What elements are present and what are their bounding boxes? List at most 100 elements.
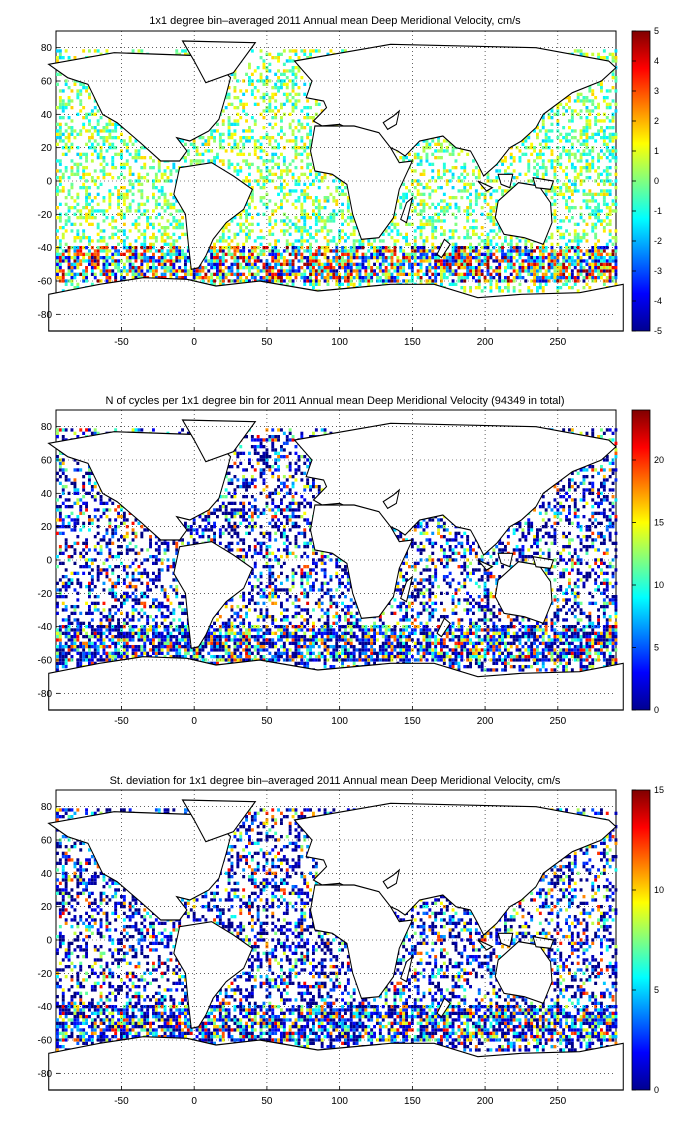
heatmap-cell	[425, 269, 429, 273]
heatmap-cell	[230, 269, 234, 273]
heatmap-cell	[152, 196, 155, 200]
heatmap-cell	[181, 232, 184, 236]
heatmap-cell	[602, 259, 606, 263]
heatmap-cell	[419, 156, 423, 160]
heatmap-cell	[154, 172, 158, 176]
heatmap-cell	[541, 286, 545, 290]
heatmap-cell	[79, 109, 83, 113]
heatmap-cell	[248, 202, 251, 206]
heatmap-cell	[181, 249, 184, 253]
heatmap-cell	[410, 199, 414, 203]
heatmap-cell	[440, 206, 443, 210]
heatmap-cell	[448, 272, 452, 276]
heatmap-cell	[288, 122, 292, 126]
heatmap-cell	[172, 266, 176, 270]
heatmap-cell	[102, 219, 106, 223]
heatmap-cell	[396, 256, 400, 260]
heatmap-cell	[213, 272, 216, 276]
heatmap-cell	[250, 136, 254, 140]
heatmap-cell	[140, 182, 144, 186]
heatmap-cell	[463, 226, 467, 230]
heatmap-cell	[210, 249, 214, 253]
heatmap-cell	[274, 172, 278, 176]
heatmap-cell	[111, 159, 115, 163]
heatmap-cell	[85, 219, 88, 223]
heatmap-cell	[172, 269, 176, 273]
heatmap-cell	[149, 242, 152, 246]
heatmap-cell	[352, 269, 356, 273]
heatmap-cell	[70, 106, 74, 110]
heatmap-cell	[70, 142, 74, 146]
heatmap-cell	[70, 169, 74, 173]
heatmap-cell	[469, 269, 472, 273]
heatmap-cell	[466, 236, 470, 240]
heatmap-cell	[70, 129, 74, 133]
heatmap-cell	[227, 222, 231, 226]
heatmap-cell	[466, 172, 470, 176]
heatmap-cell	[489, 192, 493, 196]
heatmap-cell	[306, 266, 310, 270]
heatmap-cell	[448, 152, 452, 156]
heatmap-cell	[79, 102, 83, 106]
heatmap-cell	[338, 272, 342, 276]
heatmap-cell	[582, 129, 586, 133]
heatmap-cell	[349, 266, 353, 270]
heatmap-cell	[160, 172, 164, 176]
heatmap-cell	[262, 182, 266, 186]
heatmap-cell	[527, 239, 531, 243]
heatmap-cell	[344, 249, 347, 253]
heatmap-cell	[280, 189, 283, 193]
heatmap-cell	[58, 139, 62, 143]
heatmap-cell	[477, 269, 481, 273]
heatmap-cell	[236, 246, 240, 250]
heatmap-cell	[210, 136, 214, 140]
heatmap-cell	[402, 269, 406, 273]
heatmap-cell	[120, 212, 123, 216]
heatmap-cell	[163, 269, 167, 273]
heatmap-cell	[146, 262, 150, 266]
heatmap-cell	[265, 269, 269, 273]
heatmap-cell	[448, 282, 452, 286]
heatmap-cell	[172, 216, 176, 220]
heatmap-cell	[61, 256, 65, 260]
heatmap-cell	[553, 276, 557, 280]
heatmap-cell	[90, 209, 94, 213]
heatmap-cell	[303, 282, 307, 286]
heatmap-cell	[218, 236, 222, 240]
heatmap-cell	[492, 229, 496, 233]
heatmap-cell	[506, 282, 510, 286]
heatmap-cell	[186, 152, 190, 156]
heatmap-cell	[524, 266, 528, 270]
heatmap-cell	[67, 102, 71, 106]
heatmap-cell	[282, 162, 286, 166]
heatmap-cell	[413, 239, 417, 243]
heatmap-cell	[67, 272, 71, 276]
heatmap-cell	[93, 179, 97, 183]
heatmap-cell	[393, 226, 397, 230]
heatmap-cell	[233, 166, 237, 170]
heatmap-cell	[102, 136, 106, 140]
heatmap-cell	[122, 222, 126, 226]
heatmap-cell	[152, 259, 155, 263]
heatmap-cell	[614, 269, 618, 273]
heatmap-cell	[309, 279, 312, 283]
heatmap-cell	[134, 269, 138, 273]
heatmap-cell	[614, 239, 618, 243]
heatmap-cell	[568, 156, 571, 160]
heatmap-cell	[166, 236, 170, 240]
heatmap-cell	[76, 216, 80, 220]
heatmap-cell	[76, 169, 80, 173]
heatmap-cell	[504, 269, 507, 273]
heatmap-cell	[381, 249, 385, 253]
heatmap-cell	[157, 169, 161, 173]
heatmap-cell	[140, 192, 144, 196]
heatmap-cell	[175, 259, 179, 263]
heatmap-cell	[486, 266, 490, 270]
heatmap-cell	[268, 279, 272, 283]
heatmap-cell	[245, 162, 248, 166]
heatmap-cell	[469, 262, 472, 266]
heatmap-cell	[541, 262, 545, 266]
heatmap-cell	[213, 252, 216, 256]
heatmap-cell	[460, 279, 464, 283]
heatmap-cell	[73, 272, 77, 276]
